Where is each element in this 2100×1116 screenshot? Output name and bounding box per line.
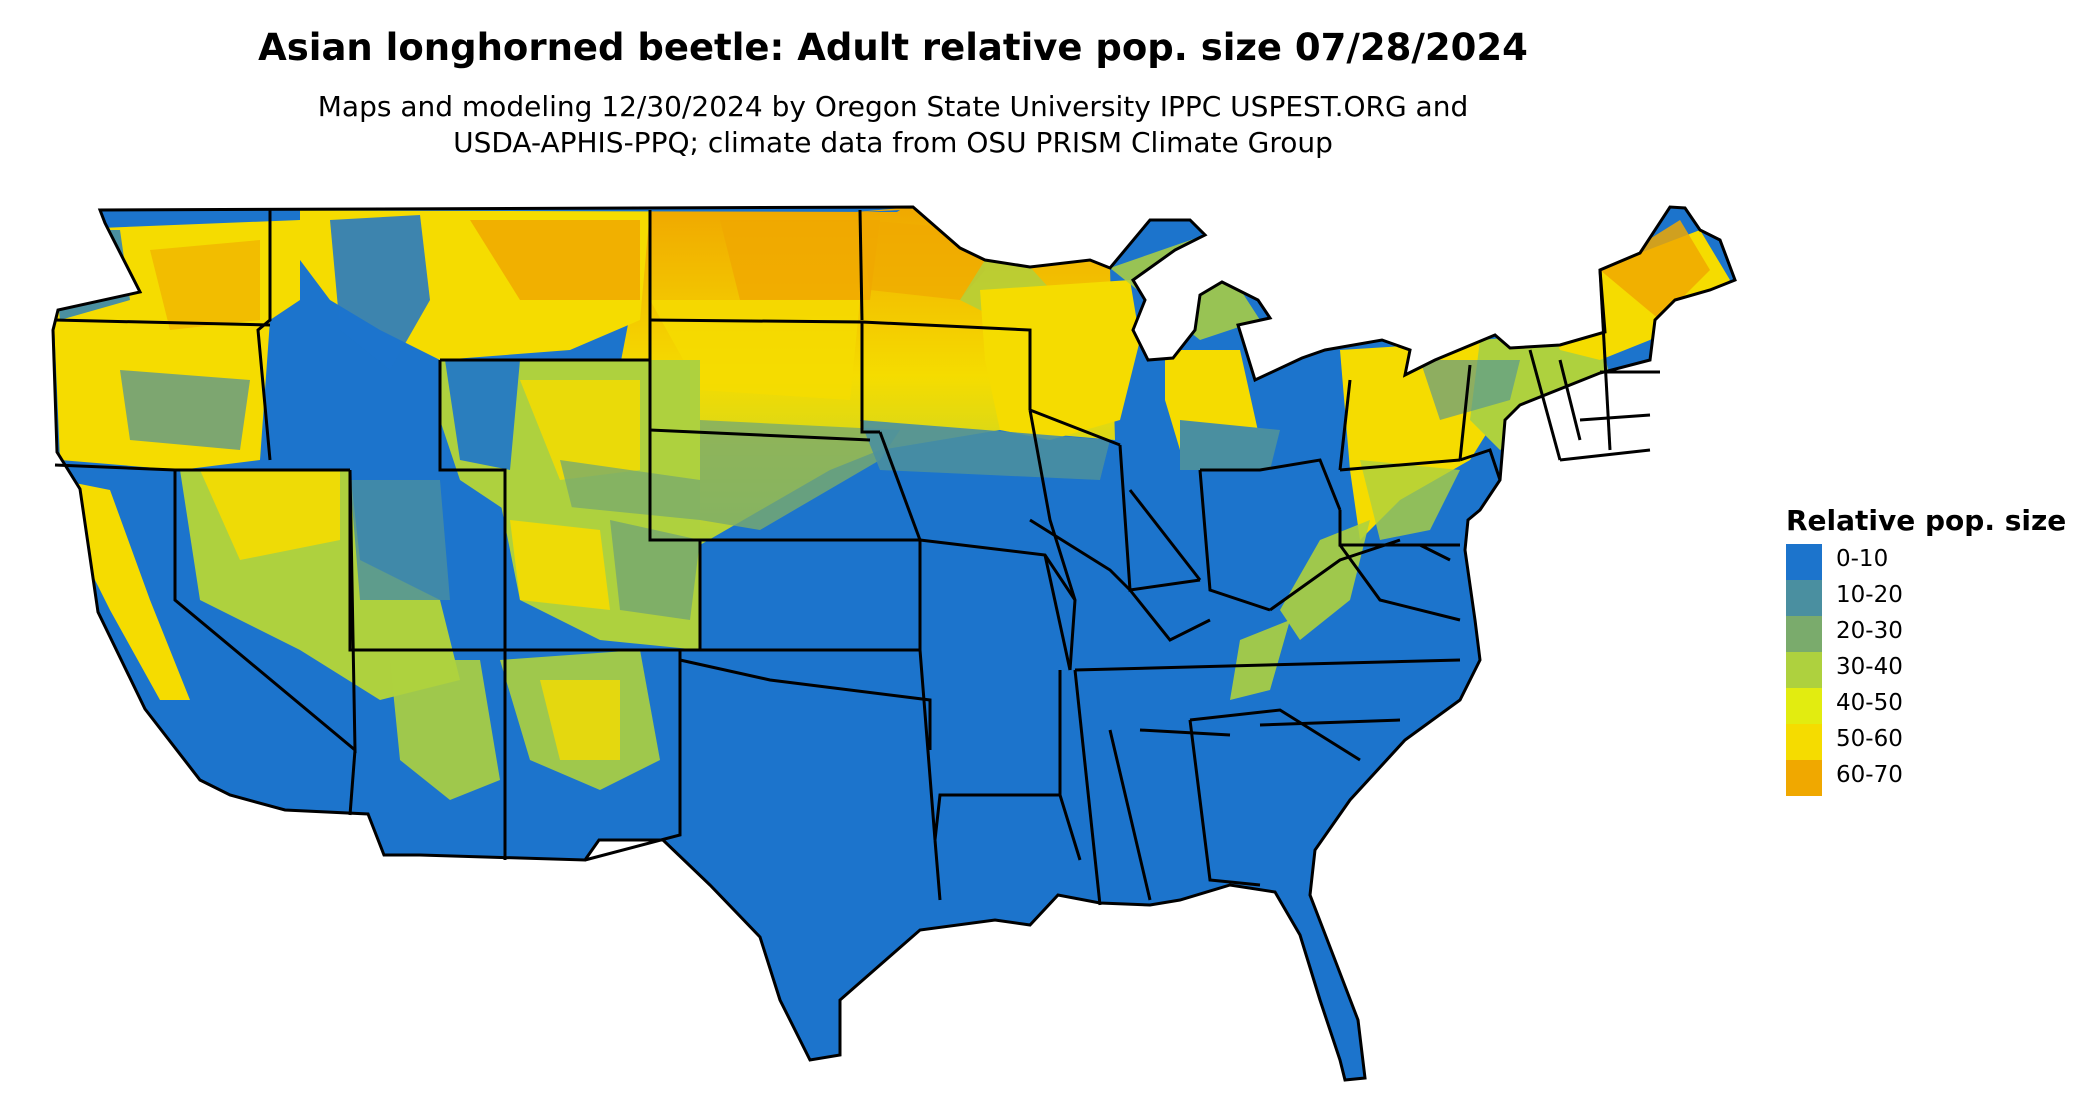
legend-label: 20-30 (1836, 618, 1903, 644)
legend-label: 40-50 (1836, 690, 1903, 716)
population-zones (53, 207, 1730, 800)
legend-label: 50-60 (1836, 726, 1903, 752)
legend-swatch (1786, 760, 1822, 796)
state-boundaries (51, 205, 1737, 1082)
legend-swatch (1786, 616, 1822, 652)
map-title: Asian longhorned beetle: Adult relative … (258, 26, 1528, 69)
legend-label: 0-10 (1836, 546, 1889, 572)
legend-label: 30-40 (1836, 654, 1903, 680)
legend-title: Relative pop. size (1786, 504, 2067, 537)
legend-label: 60-70 (1836, 762, 1903, 788)
map-subtitle-line-2: USDA-APHIS-PPQ; climate data from OSU PR… (453, 126, 1333, 159)
legend-swatch (1786, 580, 1822, 616)
legend-swatch (1786, 688, 1822, 724)
legend-swatch (1786, 724, 1822, 760)
legend-swatch (1786, 544, 1822, 580)
legend: Relative pop. size 0-10 10-20 20-30 30-40 40… (1786, 504, 2067, 796)
map-subtitle-line-1: Maps and modeling 12/30/2024 by Oregon S… (317, 90, 1469, 123)
legend-swatch (1786, 652, 1822, 688)
legend-label: 10-20 (1836, 582, 1903, 608)
